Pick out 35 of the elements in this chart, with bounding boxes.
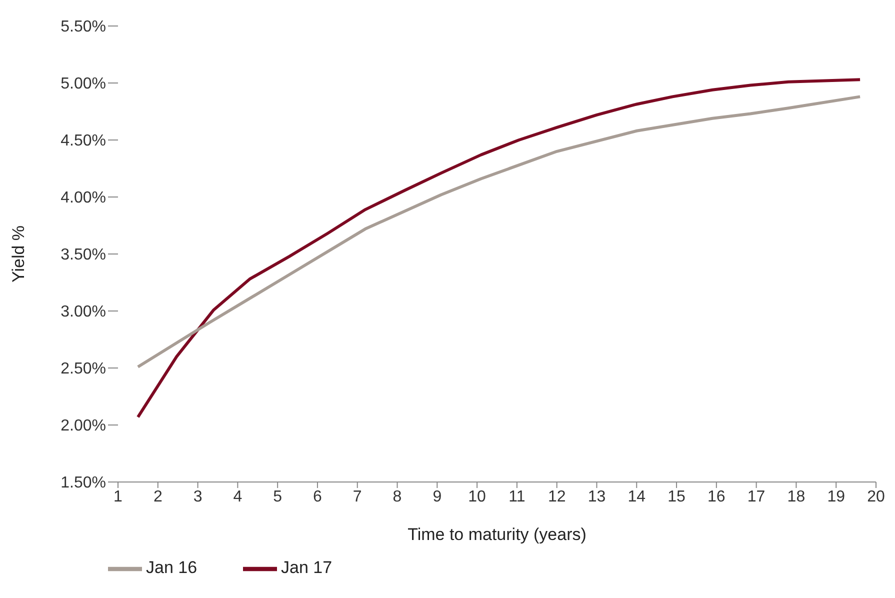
x-tick-label: 6 bbox=[313, 488, 322, 506]
y-tick-label: 2.50% bbox=[60, 360, 106, 378]
x-tick-label: 19 bbox=[827, 488, 846, 506]
y-tick-label: 4.00% bbox=[60, 190, 106, 207]
x-tick-label: 20 bbox=[867, 488, 885, 506]
x-tick-label: 12 bbox=[548, 488, 566, 506]
x-tick-label: 17 bbox=[747, 488, 766, 506]
x-tick-label: 8 bbox=[392, 488, 402, 506]
y-tick-label: 2.00% bbox=[60, 418, 106, 435]
x-axis-title: Time to maturity (years) bbox=[408, 525, 586, 544]
y-axis-title: Yield % bbox=[9, 225, 28, 283]
x-tick-label: 16 bbox=[708, 488, 726, 506]
line-series bbox=[136, 78, 862, 419]
x-tick-label: 15 bbox=[668, 488, 686, 506]
x-tick-label: 9 bbox=[432, 488, 442, 506]
x-tick-label: 3 bbox=[193, 488, 202, 506]
x-tick-label: 2 bbox=[153, 488, 162, 506]
x-tick-label: 7 bbox=[352, 488, 362, 506]
y-tick-label: 5.00% bbox=[60, 76, 106, 93]
legend-label: Jan 17 bbox=[281, 558, 332, 578]
x-tick-label: 13 bbox=[588, 488, 606, 506]
y-tick-label: 5.50% bbox=[60, 18, 106, 36]
x-tick-label: 10 bbox=[468, 488, 486, 506]
y-tick-label: 3.00% bbox=[60, 304, 106, 321]
y-tick-label: 1.50% bbox=[60, 474, 106, 492]
x-tick-label: 4 bbox=[233, 488, 242, 506]
legend-label: Jan 16 bbox=[146, 558, 198, 578]
y-tick-label: 4.50% bbox=[60, 132, 106, 150]
y-tick-label: 3.50% bbox=[60, 246, 106, 264]
x-tick-label: 18 bbox=[787, 488, 806, 506]
x-tick-label: 5 bbox=[273, 488, 282, 506]
x-tick-label: 14 bbox=[628, 488, 646, 506]
line-series bbox=[136, 95, 862, 368]
x-tick-label: 1 bbox=[114, 488, 123, 506]
x-tick-label: 11 bbox=[508, 488, 526, 506]
